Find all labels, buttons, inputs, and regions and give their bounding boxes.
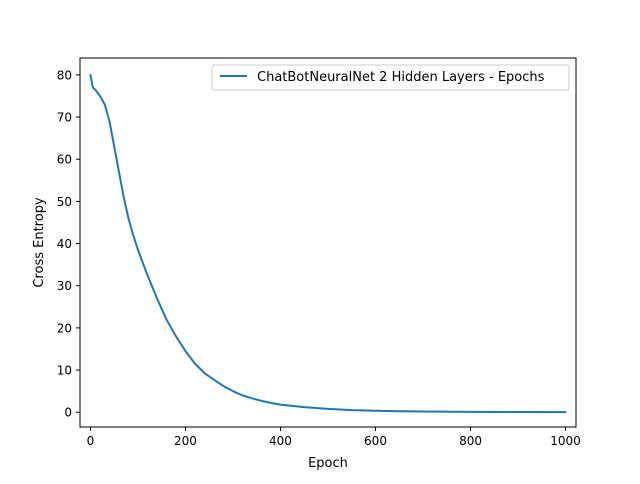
y-tick-label: 30	[57, 279, 72, 293]
y-tick-label: 60	[57, 153, 72, 167]
y-tick-label: 80	[57, 68, 72, 82]
x-tick-label: 1000	[550, 434, 581, 448]
y-tick-label: 20	[57, 321, 72, 335]
legend-box	[211, 64, 570, 91]
x-tick-label: 200	[174, 434, 197, 448]
y-tick-label: 10	[57, 364, 72, 378]
series-layer	[89, 73, 567, 414]
y-tick-label: 50	[57, 195, 72, 209]
x-axis-label: Epoch	[308, 456, 348, 471]
legend: ChatBotNeuralNet 2 Hidden Layers - Epoch…	[211, 64, 570, 91]
x-tick-label: 600	[364, 434, 387, 448]
y-tick-label: 40	[57, 237, 72, 251]
x-tick-label: 0	[87, 434, 95, 448]
series-line	[89, 73, 567, 414]
x-axis-ticks: 0 200 400 600 800 1000	[87, 427, 581, 448]
y-axis-label: Cross Entropy	[32, 197, 47, 288]
legend-label: ChatBotNeuralNet 2 Hidden Layers - Epoch…	[257, 70, 545, 85]
x-tick-label: 800	[459, 434, 482, 448]
y-tick-label: 0	[64, 406, 72, 420]
y-tick-label: 70	[57, 111, 72, 125]
x-tick-label: 400	[269, 434, 292, 448]
y-axis-ticks: 0 10 20 30 40 50 60 70 80	[57, 68, 80, 420]
plot-frame	[79, 57, 577, 428]
